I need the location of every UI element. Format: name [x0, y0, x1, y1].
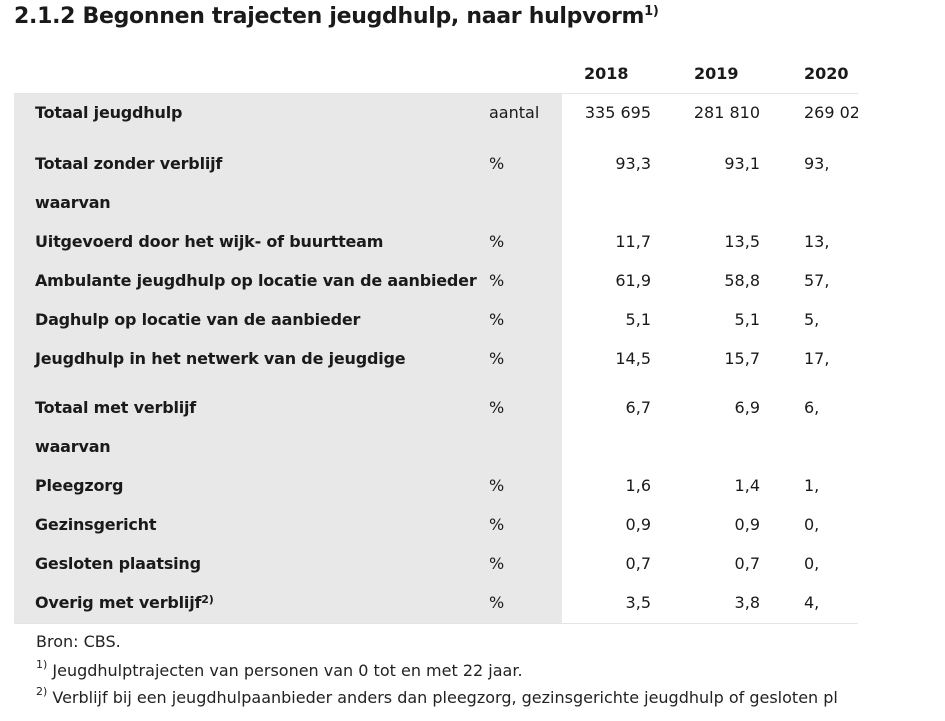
- value-cell-2018: 61,9: [615, 271, 651, 290]
- value-cell-2018: 6,7: [625, 398, 651, 417]
- row-label: Jeugdhulp in het netwerk van de jeugdige: [35, 349, 406, 368]
- row-unit: %: [489, 271, 505, 290]
- value-cell-2018: 0,9: [625, 515, 651, 534]
- column-header-2018: 2018: [584, 64, 629, 83]
- value-cell-2020: 17,: [804, 349, 830, 368]
- row-label: Overig met verblijf2): [35, 593, 214, 612]
- value-cell-2019: 93,1: [724, 154, 760, 173]
- value-cell-2020: 4,: [804, 593, 820, 612]
- row-unit: %: [489, 154, 505, 173]
- value-cell-2019: 6,9: [734, 398, 760, 417]
- row-label: Daghulp op locatie van de aanbieder: [35, 310, 361, 329]
- value-cell-2020: 5,: [804, 310, 820, 329]
- value-cell-2018: 3,5: [625, 593, 651, 612]
- footnote-1: 1) Jeugdhulptrajecten van personen van 0…: [36, 658, 523, 680]
- value-cell-2020: 57,: [804, 271, 830, 290]
- page-title: 2.1.2 Begonnen trajecten jeugdhulp, naar…: [14, 4, 659, 29]
- value-cell-2018: 93,3: [615, 154, 651, 173]
- row-unit: aantal: [489, 103, 540, 122]
- table-footer: Bron: CBS. 1) Jeugdhulptrajecten van per…: [0, 624, 858, 721]
- row-label: Uitgevoerd door het wijk- of buurtteam: [35, 232, 384, 251]
- footnote-2: 2) Verblijf bij een jeugdhulpaanbieder a…: [36, 685, 838, 707]
- source-note: Bron: CBS.: [36, 632, 121, 651]
- row-unit: %: [489, 554, 505, 573]
- data-table: 2018 2019 2020 Totaal jeugdhulp aantal 335…: [14, 54, 858, 626]
- value-cell-2019: 0,7: [734, 554, 760, 573]
- row-unit: %: [489, 476, 505, 495]
- value-cell-2019: 281 810: [693, 103, 760, 122]
- value-cell-2019: 13,5: [724, 232, 760, 251]
- row-unit: %: [489, 349, 505, 368]
- row-unit: %: [489, 398, 505, 417]
- value-cell-2020: 13,: [804, 232, 830, 251]
- value-cell-2019: 58,8: [724, 271, 760, 290]
- value-cell-2019: 5,1: [734, 310, 760, 329]
- value-cell-2020: 6,: [804, 398, 820, 417]
- value-cell-2020: 0,: [804, 554, 820, 573]
- row-label: Gesloten plaatsing: [35, 554, 201, 573]
- value-cell-2018: 11,7: [615, 232, 651, 251]
- value-cell-2019: 3,8: [734, 593, 760, 612]
- row-label: waarvan: [35, 193, 111, 212]
- row-unit: %: [489, 593, 505, 612]
- row-label: Totaal zonder verblijf: [35, 154, 223, 173]
- footnote-marker: 1): [644, 4, 659, 19]
- row-unit: %: [489, 515, 505, 534]
- column-header-2019: 2019: [694, 64, 739, 83]
- value-cell-2020: 0,: [804, 515, 820, 534]
- row-label: Totaal met verblijf: [35, 398, 197, 417]
- value-cell-2020: 1,: [804, 476, 820, 495]
- row-label: waarvan: [35, 437, 111, 456]
- row-label: Gezinsgericht: [35, 515, 157, 534]
- value-cell-2018: 0,7: [625, 554, 651, 573]
- label-column-background: [14, 94, 562, 624]
- table-bottom-divider: [14, 623, 858, 624]
- value-cell-2018: 335 695: [584, 103, 651, 122]
- value-cell-2018: 1,6: [625, 476, 651, 495]
- value-cell-2018: 5,1: [625, 310, 651, 329]
- column-header-2020: 2020: [804, 64, 849, 83]
- value-cell-2018: 14,5: [615, 349, 651, 368]
- row-label: Ambulante jeugdhulp op locatie van de aa…: [35, 271, 477, 290]
- value-cell-2019: 15,7: [724, 349, 760, 368]
- value-cell-2019: 1,4: [734, 476, 760, 495]
- value-cell-2020: 269 02: [804, 103, 858, 122]
- value-cell-2019: 0,9: [734, 515, 760, 534]
- value-cell-2020: 93,: [804, 154, 830, 173]
- row-label: Totaal jeugdhulp: [35, 103, 183, 122]
- row-unit: %: [489, 232, 505, 251]
- row-unit: %: [489, 310, 505, 329]
- row-label: Pleegzorg: [35, 476, 124, 495]
- header-divider: [14, 93, 858, 94]
- footnote-marker: 2): [201, 593, 214, 606]
